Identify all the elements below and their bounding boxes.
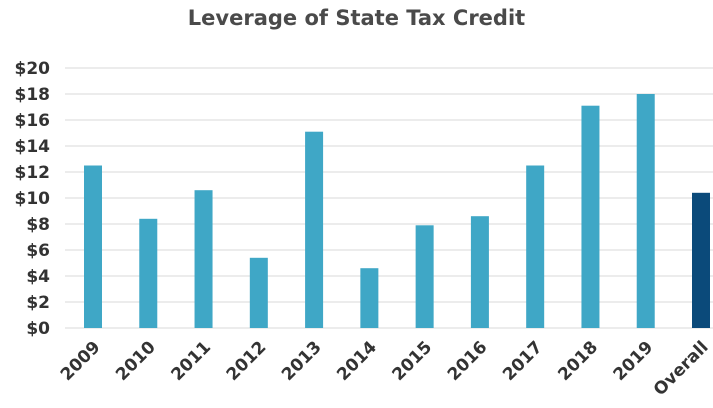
bar-2011 xyxy=(194,190,213,328)
y-tick-label: $20 xyxy=(15,59,51,79)
bar-overall xyxy=(692,192,710,328)
bar-2013 xyxy=(305,131,324,328)
x-axis-tick-labels: 2009 2010 2011 2012 2013 2014 2015 2016 2017 2018… xyxy=(57,337,713,400)
bar-2019 xyxy=(636,94,655,328)
x-tick-label: 2019 xyxy=(610,337,658,385)
bar-2014 xyxy=(360,268,379,328)
x-tick-label: 2014 xyxy=(333,337,381,385)
gridlines xyxy=(65,67,713,329)
x-tick-label: 2009 xyxy=(57,337,105,385)
y-tick-label: $6 xyxy=(26,241,50,261)
x-tick-label: 2018 xyxy=(554,337,602,385)
y-tick-label: $16 xyxy=(15,111,51,131)
x-tick-label: 2016 xyxy=(444,337,492,385)
x-tick-label: 2013 xyxy=(278,337,326,385)
y-tick-label: $0 xyxy=(26,319,50,339)
y-tick-label: $4 xyxy=(26,267,50,287)
y-tick-label: $18 xyxy=(15,85,51,105)
x-tick-label: 2015 xyxy=(389,337,437,385)
chart-title: Leverage of State Tax Credit xyxy=(187,6,526,30)
bar-2016 xyxy=(470,216,489,328)
y-axis-tick-labels: $0 $2 $4 $6 $8 $10 $12 $14 $16 $18 $20 xyxy=(15,59,51,339)
y-tick-label: $10 xyxy=(15,189,51,209)
bar-2017 xyxy=(526,165,545,328)
x-tick-label: 2010 xyxy=(112,337,160,385)
bar-2015 xyxy=(415,225,434,328)
bar-2010 xyxy=(139,218,158,328)
x-tick-label: 2012 xyxy=(223,337,271,385)
x-tick-label: Overall xyxy=(650,337,713,400)
y-tick-label: $12 xyxy=(15,163,51,183)
y-tick-label: $8 xyxy=(26,215,50,235)
y-tick-label: $14 xyxy=(15,137,51,157)
x-tick-label: 2011 xyxy=(167,337,215,385)
x-tick-label: 2017 xyxy=(499,337,547,385)
bar-2009 xyxy=(84,165,102,328)
bar-2018 xyxy=(581,105,600,328)
bars xyxy=(84,94,710,328)
bar-2012 xyxy=(249,257,268,328)
y-tick-label: $2 xyxy=(26,293,50,313)
